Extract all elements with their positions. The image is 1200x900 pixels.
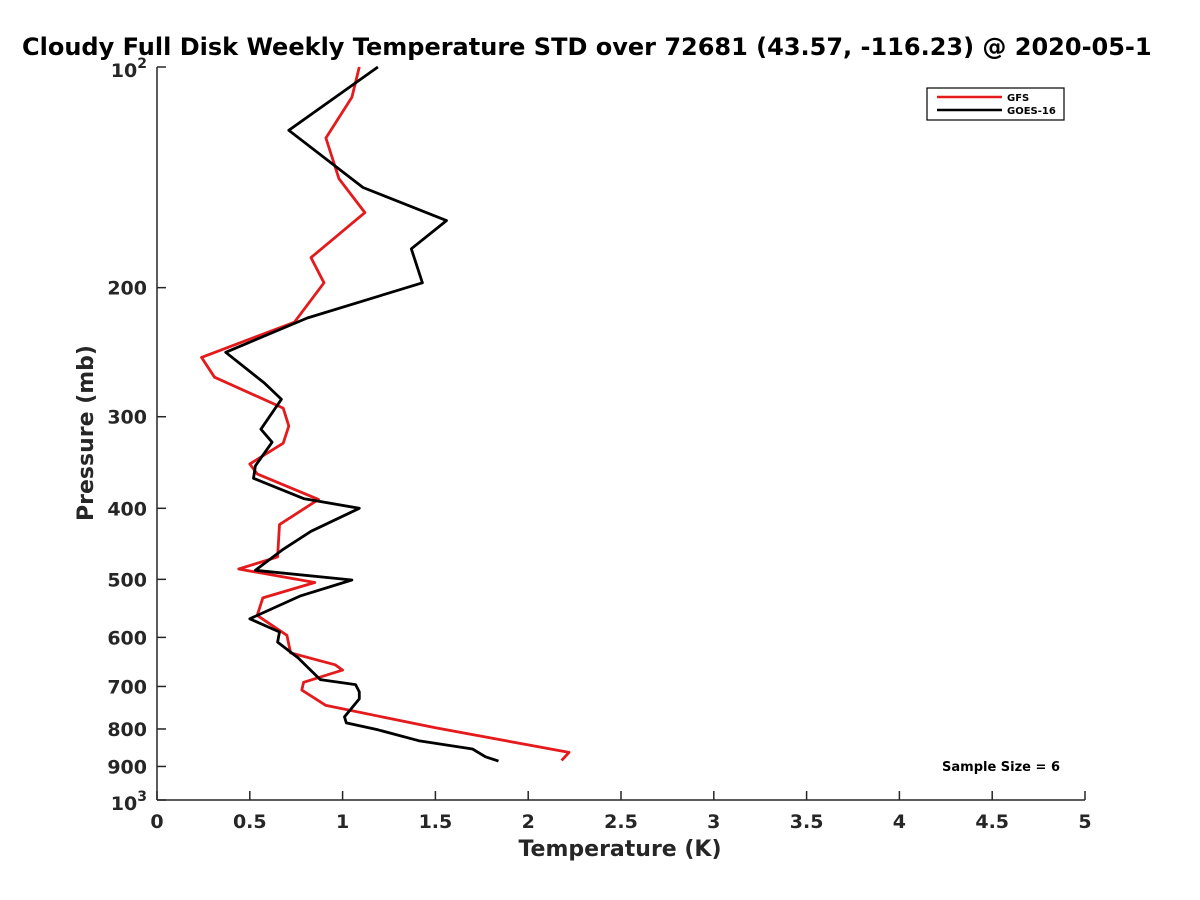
y-tick-label: 700	[107, 676, 147, 698]
y-tick-label-power: 102	[111, 56, 147, 82]
x-tick-label: 2	[522, 811, 535, 833]
plot-area: 0 0.5 1 1.5 2 2.5 3 3.5 4 4.5 5 200 300 400 500 600 700 8…	[107, 56, 1091, 833]
x-tick-label: 0	[150, 811, 163, 833]
x-tick-label: 1	[336, 811, 349, 833]
legend-label-gfs: GFS	[1007, 93, 1029, 104]
x-tick-label: 3	[707, 811, 720, 833]
y-tick-label: 400	[107, 498, 147, 520]
x-axis-label: Temperature (K)	[518, 837, 721, 862]
x-tick-label: 5	[1078, 811, 1091, 833]
legend-box	[926, 87, 1065, 121]
x-tick-label: 4.5	[975, 811, 1009, 833]
x-tick-label: 0.5	[233, 811, 267, 833]
ticks-layer: 0 0.5 1 1.5 2 2.5 3 3.5 4 4.5 5 200 300 400 500 600 700 8…	[107, 56, 1091, 833]
x-tick-label: 3.5	[790, 811, 824, 833]
y-tick-label: 900	[107, 756, 147, 778]
sample-size-annotation: Sample Size = 6	[942, 760, 1060, 775]
legend: GFS GOES-16	[926, 87, 1065, 121]
x-tick-label: 2.5	[604, 811, 638, 833]
series-line-gfs	[200, 66, 571, 762]
y-tick-label: 500	[107, 569, 147, 591]
chart-title: Cloudy Full Disk Weekly Temperature STD …	[22, 33, 1152, 61]
series-line-goes-16	[224, 65, 499, 763]
series-layer	[200, 65, 571, 763]
y-tick-label: 200	[107, 278, 147, 300]
y-tick-label: 300	[107, 407, 147, 429]
y-tick-label-power: 103	[111, 789, 147, 815]
x-tick-label: 1.5	[419, 811, 453, 833]
y-tick-label: 600	[107, 627, 147, 649]
y-tick-label: 800	[107, 719, 147, 741]
x-tick-label: 4	[893, 811, 906, 833]
y-axis-label: Pressure (mb)	[74, 345, 99, 521]
legend-label-goes-16: GOES-16	[1007, 106, 1056, 117]
